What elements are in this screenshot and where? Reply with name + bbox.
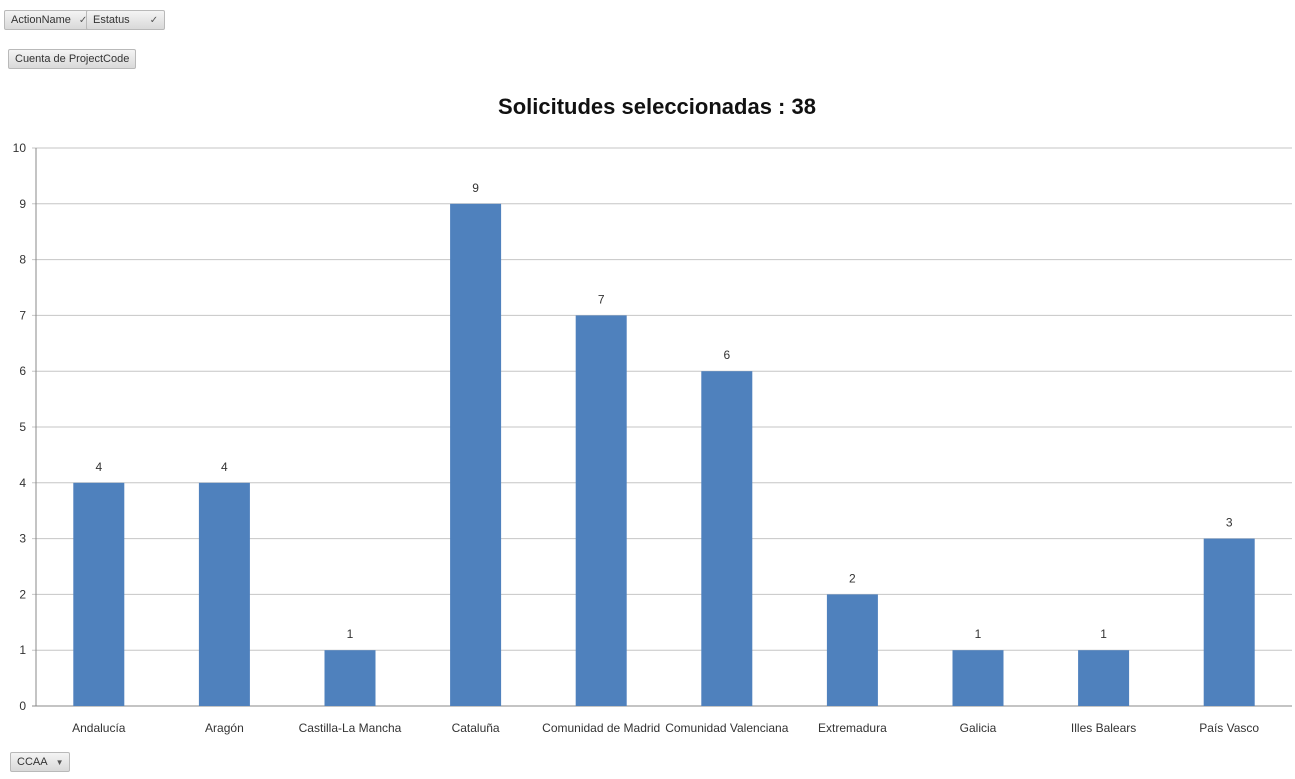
data-label: 4 <box>95 460 102 474</box>
values-field-button[interactable]: Cuenta de ProjectCode <box>8 49 137 69</box>
x-tick-label: Cataluña <box>452 721 500 735</box>
bar <box>575 315 627 706</box>
chart-title: Solicitudes seleccionadas : 38 <box>498 94 816 119</box>
x-tick-label: Andalucía <box>72 721 126 735</box>
y-tick-label: 3 <box>19 532 26 546</box>
data-labels: 4 4 1 9 7 6 2 1 1 3 <box>95 181 1232 641</box>
bar <box>73 482 125 706</box>
data-label: 1 <box>975 627 982 641</box>
data-label: 9 <box>472 181 479 195</box>
x-tick-label: Extremadura <box>818 721 887 735</box>
x-tick-label: Aragón <box>205 721 244 735</box>
actionname-filter-button[interactable]: ActionName ✓ <box>4 10 95 30</box>
y-tick-label: 0 <box>19 699 26 713</box>
values-field-label: Cuenta de ProjectCode <box>15 53 130 65</box>
x-tick-label: País Vasco <box>1199 721 1259 735</box>
x-tick-label: Illes Balears <box>1071 721 1136 735</box>
filter-icon: ✓ <box>149 14 159 26</box>
filter-icon: ✓ <box>78 14 88 26</box>
y-tick-label: 7 <box>19 308 26 322</box>
x-tick-label: Galicia <box>960 721 997 735</box>
ccaa-label: CCAA <box>17 756 48 768</box>
bar <box>324 650 376 706</box>
bar <box>198 482 250 706</box>
data-label: 6 <box>723 348 730 362</box>
x-tick-label: Comunidad Valenciana <box>665 721 789 735</box>
bar <box>952 650 1004 706</box>
bar <box>701 371 753 706</box>
y-tick-label: 5 <box>19 420 26 434</box>
x-axis-ticks: Andalucía Aragón Castilla-La Mancha Cataluñ… <box>72 721 1259 735</box>
data-label: 1 <box>1100 627 1107 641</box>
actionname-label: ActionName <box>11 14 71 26</box>
y-tick-label: 10 <box>13 141 27 155</box>
bar <box>1203 538 1255 706</box>
x-tick-label: Comunidad de Madrid <box>542 721 660 735</box>
bar <box>826 594 878 706</box>
bar-chart: Solicitudes seleccionadas : 38 0 1 2 3 4 5 6 7 8… <box>13 94 1292 735</box>
y-tick-label: 2 <box>19 587 26 601</box>
data-label: 2 <box>849 571 856 585</box>
ccaa-axis-field-button[interactable]: CCAA ▼ <box>10 752 71 772</box>
data-label: 4 <box>221 460 228 474</box>
y-tick-label: 4 <box>19 476 26 490</box>
chevron-down-icon: ▼ <box>55 757 64 767</box>
y-tick-label: 9 <box>19 197 26 211</box>
bar <box>1078 650 1130 706</box>
bar <box>450 203 502 707</box>
data-label: 1 <box>347 627 354 641</box>
x-tick-label: Castilla-La Mancha <box>299 721 402 735</box>
data-label: 3 <box>1226 516 1233 530</box>
bars <box>73 203 1255 707</box>
data-label: 7 <box>598 292 605 306</box>
estatus-label: Estatus <box>93 14 130 26</box>
y-tick-label: 8 <box>19 253 26 267</box>
y-tick-label: 1 <box>19 643 26 657</box>
y-axis-ticks: 0 1 2 3 4 5 6 7 8 9 10 <box>13 141 27 713</box>
y-tick-label: 6 <box>19 364 26 378</box>
estatus-filter-button[interactable]: Estatus ✓ <box>86 10 166 30</box>
